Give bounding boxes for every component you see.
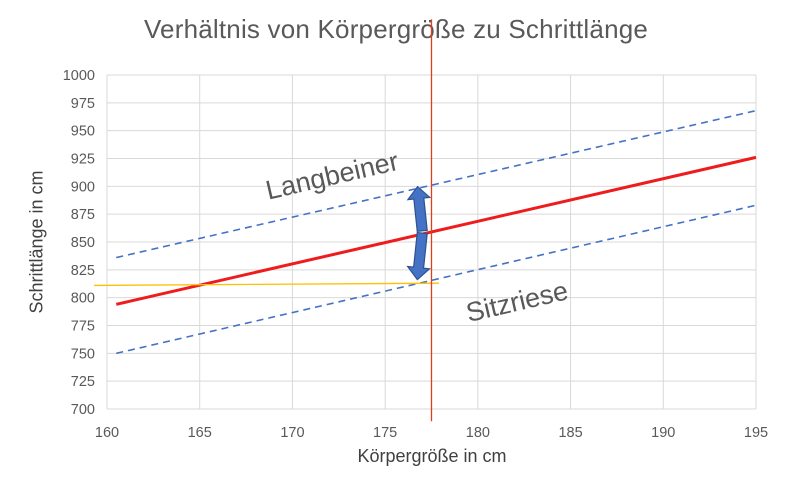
series-line-lower <box>116 204 757 355</box>
x-tick-label: 185 <box>558 425 582 441</box>
double-arrow-head-0 <box>406 185 432 233</box>
annotation-label-1: Sitzriese <box>463 275 571 328</box>
y-tick-label: 800 <box>71 291 95 307</box>
y-tick-label: 725 <box>71 374 95 390</box>
y-tick-label: 825 <box>71 263 95 279</box>
y-tick-label: 700 <box>71 402 95 418</box>
y-tick-label: 750 <box>71 346 95 362</box>
chart-title: Verhältnis von Körpergröße zu Schrittlän… <box>143 14 649 44</box>
y-tick-label: 975 <box>71 96 95 112</box>
y-tick-label: 1000 <box>63 68 95 84</box>
series-line-mean <box>115 155 757 306</box>
series-line-horizontal-marker <box>94 282 439 287</box>
x-tick-label: 180 <box>466 425 490 441</box>
y-tick-label: 775 <box>71 319 95 335</box>
x-axis-label: Körpergröße in cm <box>357 446 507 466</box>
annotation-label-0: Langbeiner <box>263 146 401 206</box>
x-tick-label: 195 <box>744 425 768 441</box>
series-line-upper <box>116 109 757 259</box>
x-tick-label: 160 <box>95 425 119 441</box>
x-tick-label: 165 <box>188 425 212 441</box>
x-tick-label: 175 <box>373 425 397 441</box>
y-tick-label: 850 <box>71 235 95 251</box>
y-tick-label: 875 <box>71 207 95 223</box>
arrow-shape <box>406 231 431 281</box>
y-tick-label: 925 <box>71 152 95 168</box>
x-tick-label: 190 <box>651 425 675 441</box>
x-tick-label: 170 <box>280 425 304 441</box>
y-tick-label: 900 <box>71 179 95 195</box>
y-tick-label: 950 <box>71 124 95 140</box>
double-arrow-head-1 <box>406 231 431 281</box>
arrow-shape <box>406 185 432 233</box>
